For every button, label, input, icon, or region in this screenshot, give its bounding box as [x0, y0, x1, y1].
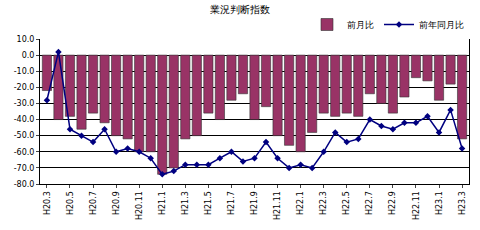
svg-text:0.0: 0.0 [22, 51, 35, 60]
svg-text:H20.7: H20.7 [89, 191, 98, 215]
svg-text:H21.3: H21.3 [181, 191, 190, 215]
svg-text:H21.1: H21.1 [158, 191, 167, 215]
svg-text:H22.5: H22.5 [342, 191, 351, 215]
svg-text:H21.9: H21.9 [250, 191, 259, 215]
svg-text:前月比: 前月比 [347, 20, 374, 30]
svg-text:H20.5: H20.5 [66, 191, 75, 215]
svg-text:-10.0: -10.0 [14, 67, 35, 76]
svg-text:H22.7: H22.7 [365, 191, 374, 215]
svg-text:H20.9: H20.9 [112, 191, 121, 215]
svg-text:H21.7: H21.7 [227, 191, 236, 215]
svg-text:-40.0: -40.0 [14, 115, 35, 124]
svg-text:H21.11: H21.11 [273, 191, 282, 220]
svg-text:H22.11: H22.11 [412, 191, 421, 220]
svg-text:業況判断指数: 業況判断指数 [210, 4, 270, 15]
svg-text:-50.0: -50.0 [14, 131, 35, 140]
svg-text:10.0: 10.0 [17, 35, 35, 44]
svg-text:-80.0: -80.0 [14, 180, 35, 189]
svg-text:H22.3: H22.3 [319, 191, 328, 215]
svg-text:H23.3: H23.3 [458, 191, 467, 215]
svg-text:前年同月比: 前年同月比 [419, 20, 464, 30]
svg-text:-60.0: -60.0 [14, 148, 35, 157]
svg-text:H22.1: H22.1 [296, 191, 305, 215]
svg-text:H22.9: H22.9 [388, 191, 397, 215]
svg-text:H23.1: H23.1 [435, 191, 444, 215]
svg-text:H20.11: H20.11 [135, 191, 144, 220]
svg-text:H21.5: H21.5 [204, 191, 213, 215]
svg-text:H20.3: H20.3 [43, 191, 52, 215]
svg-text:-30.0: -30.0 [14, 99, 35, 108]
svg-text:-20.0: -20.0 [14, 83, 35, 92]
svg-text:-70.0: -70.0 [14, 164, 35, 173]
